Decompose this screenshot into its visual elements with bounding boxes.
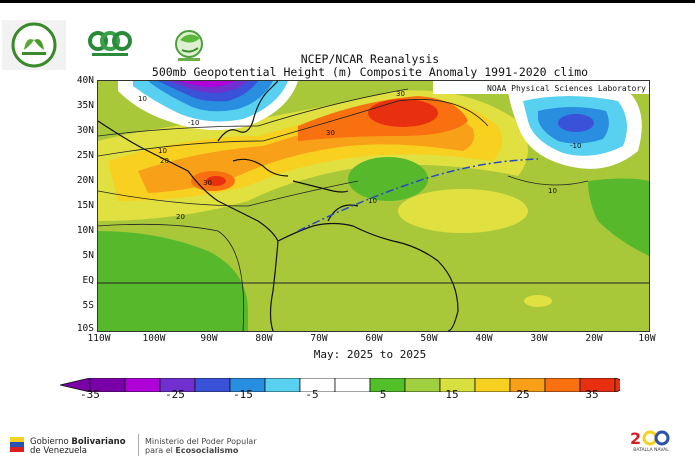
bicentennial-logo: 2 — [628, 427, 672, 457]
colorbar-cell — [404, 377, 441, 393]
contour-label: 20 — [176, 213, 185, 221]
contour-label: 10 — [548, 187, 557, 195]
colorbar-label: 25 — [516, 388, 530, 401]
svg-text:2: 2 — [630, 429, 641, 448]
colorbar-label: 5 — [379, 388, 387, 401]
lat-label: 40N — [76, 75, 94, 86]
lon-label: 40W — [475, 333, 493, 344]
colorbar-label: -35 — [80, 388, 100, 401]
colorbar-label: -15 — [233, 388, 253, 401]
lon-label: 60W — [365, 333, 383, 344]
lat-label: 30N — [76, 125, 94, 136]
colorbar-label: -25 — [165, 388, 185, 401]
gov-line1-b: Bolivariano — [71, 437, 126, 447]
logo-circle-leaves — [2, 20, 66, 70]
ministry-line1: Ministerio del Poder Popular — [145, 437, 257, 446]
colorbar-cell — [614, 377, 642, 393]
chart-title-line2: 500mb Geopotential Height (m) Composite … — [151, 65, 589, 79]
lon-label: 70W — [310, 333, 328, 344]
contour-label: 30 — [326, 129, 335, 137]
lat-label: 10S — [76, 323, 94, 334]
colorbar-cell — [124, 377, 161, 393]
lon-label: 20W — [585, 333, 603, 344]
lon-label: 80W — [255, 333, 273, 344]
colorbar-cell — [474, 377, 511, 393]
date-range: May: 2025 to 2025 — [313, 348, 427, 361]
contour-label: -10 — [570, 142, 581, 150]
lon-label: 100W — [142, 333, 166, 344]
contour-label: -10 — [188, 119, 199, 127]
ministry-line2-b: Ecosocialismo — [175, 446, 239, 455]
lon-label: 50W — [420, 333, 438, 344]
colorbar-label: -5 — [305, 388, 319, 401]
top-border — [0, 0, 695, 3]
contour-label: 10 — [368, 197, 377, 205]
colorbar-cell — [544, 377, 581, 393]
colorbar-cell — [334, 377, 371, 393]
colorbar-label: 35 — [585, 388, 599, 401]
logo-globe-leaf — [162, 24, 216, 64]
contour-label: 10 — [158, 147, 167, 155]
lat-label: 5S — [82, 300, 94, 311]
chart-title-line1: NCEP/NCAR Reanalysis — [300, 52, 440, 66]
lon-label: 10W — [638, 333, 656, 344]
colorbar-cell — [194, 377, 231, 393]
gov-line1: Gobierno Bolivariano — [30, 437, 126, 447]
lat-label: EQ — [82, 275, 94, 286]
contour-label: 20 — [160, 157, 169, 165]
colorbar-cell — [264, 377, 301, 393]
lab-label: NOAA Physical Sciences Laboratory — [487, 84, 646, 93]
contour-label: 30 — [203, 179, 212, 187]
lat-label: 25N — [76, 150, 94, 161]
lon-label: 90W — [200, 333, 218, 344]
contour-label: 30 — [396, 90, 405, 98]
venezuela-flag-icon — [8, 435, 26, 453]
lat-label: 5N — [82, 250, 94, 261]
contour-label: 10 — [138, 95, 147, 103]
colorbar-label: 15 — [445, 388, 459, 401]
logo-ccc — [88, 28, 132, 58]
gov-line2: de Venezuela — [30, 446, 87, 456]
lat-label: 35N — [76, 100, 94, 111]
ministry-line2-a: para el — [145, 446, 176, 455]
anomaly-map: NOAA Physical Sciences Laboratory 30 30 … — [97, 80, 650, 332]
footer-divider — [138, 434, 139, 456]
bicentennial-subtitle: BATALLA NAVAL — [633, 448, 669, 453]
lon-label: 30W — [530, 333, 548, 344]
ministry-line2: para el Ecosocialismo — [145, 446, 238, 455]
lat-label: 20N — [76, 175, 94, 186]
lon-label: 110W — [87, 333, 111, 344]
lat-label: 15N — [76, 200, 94, 211]
gov-line1-a: Gobierno — [30, 437, 72, 447]
lat-label: 10N — [76, 225, 94, 236]
